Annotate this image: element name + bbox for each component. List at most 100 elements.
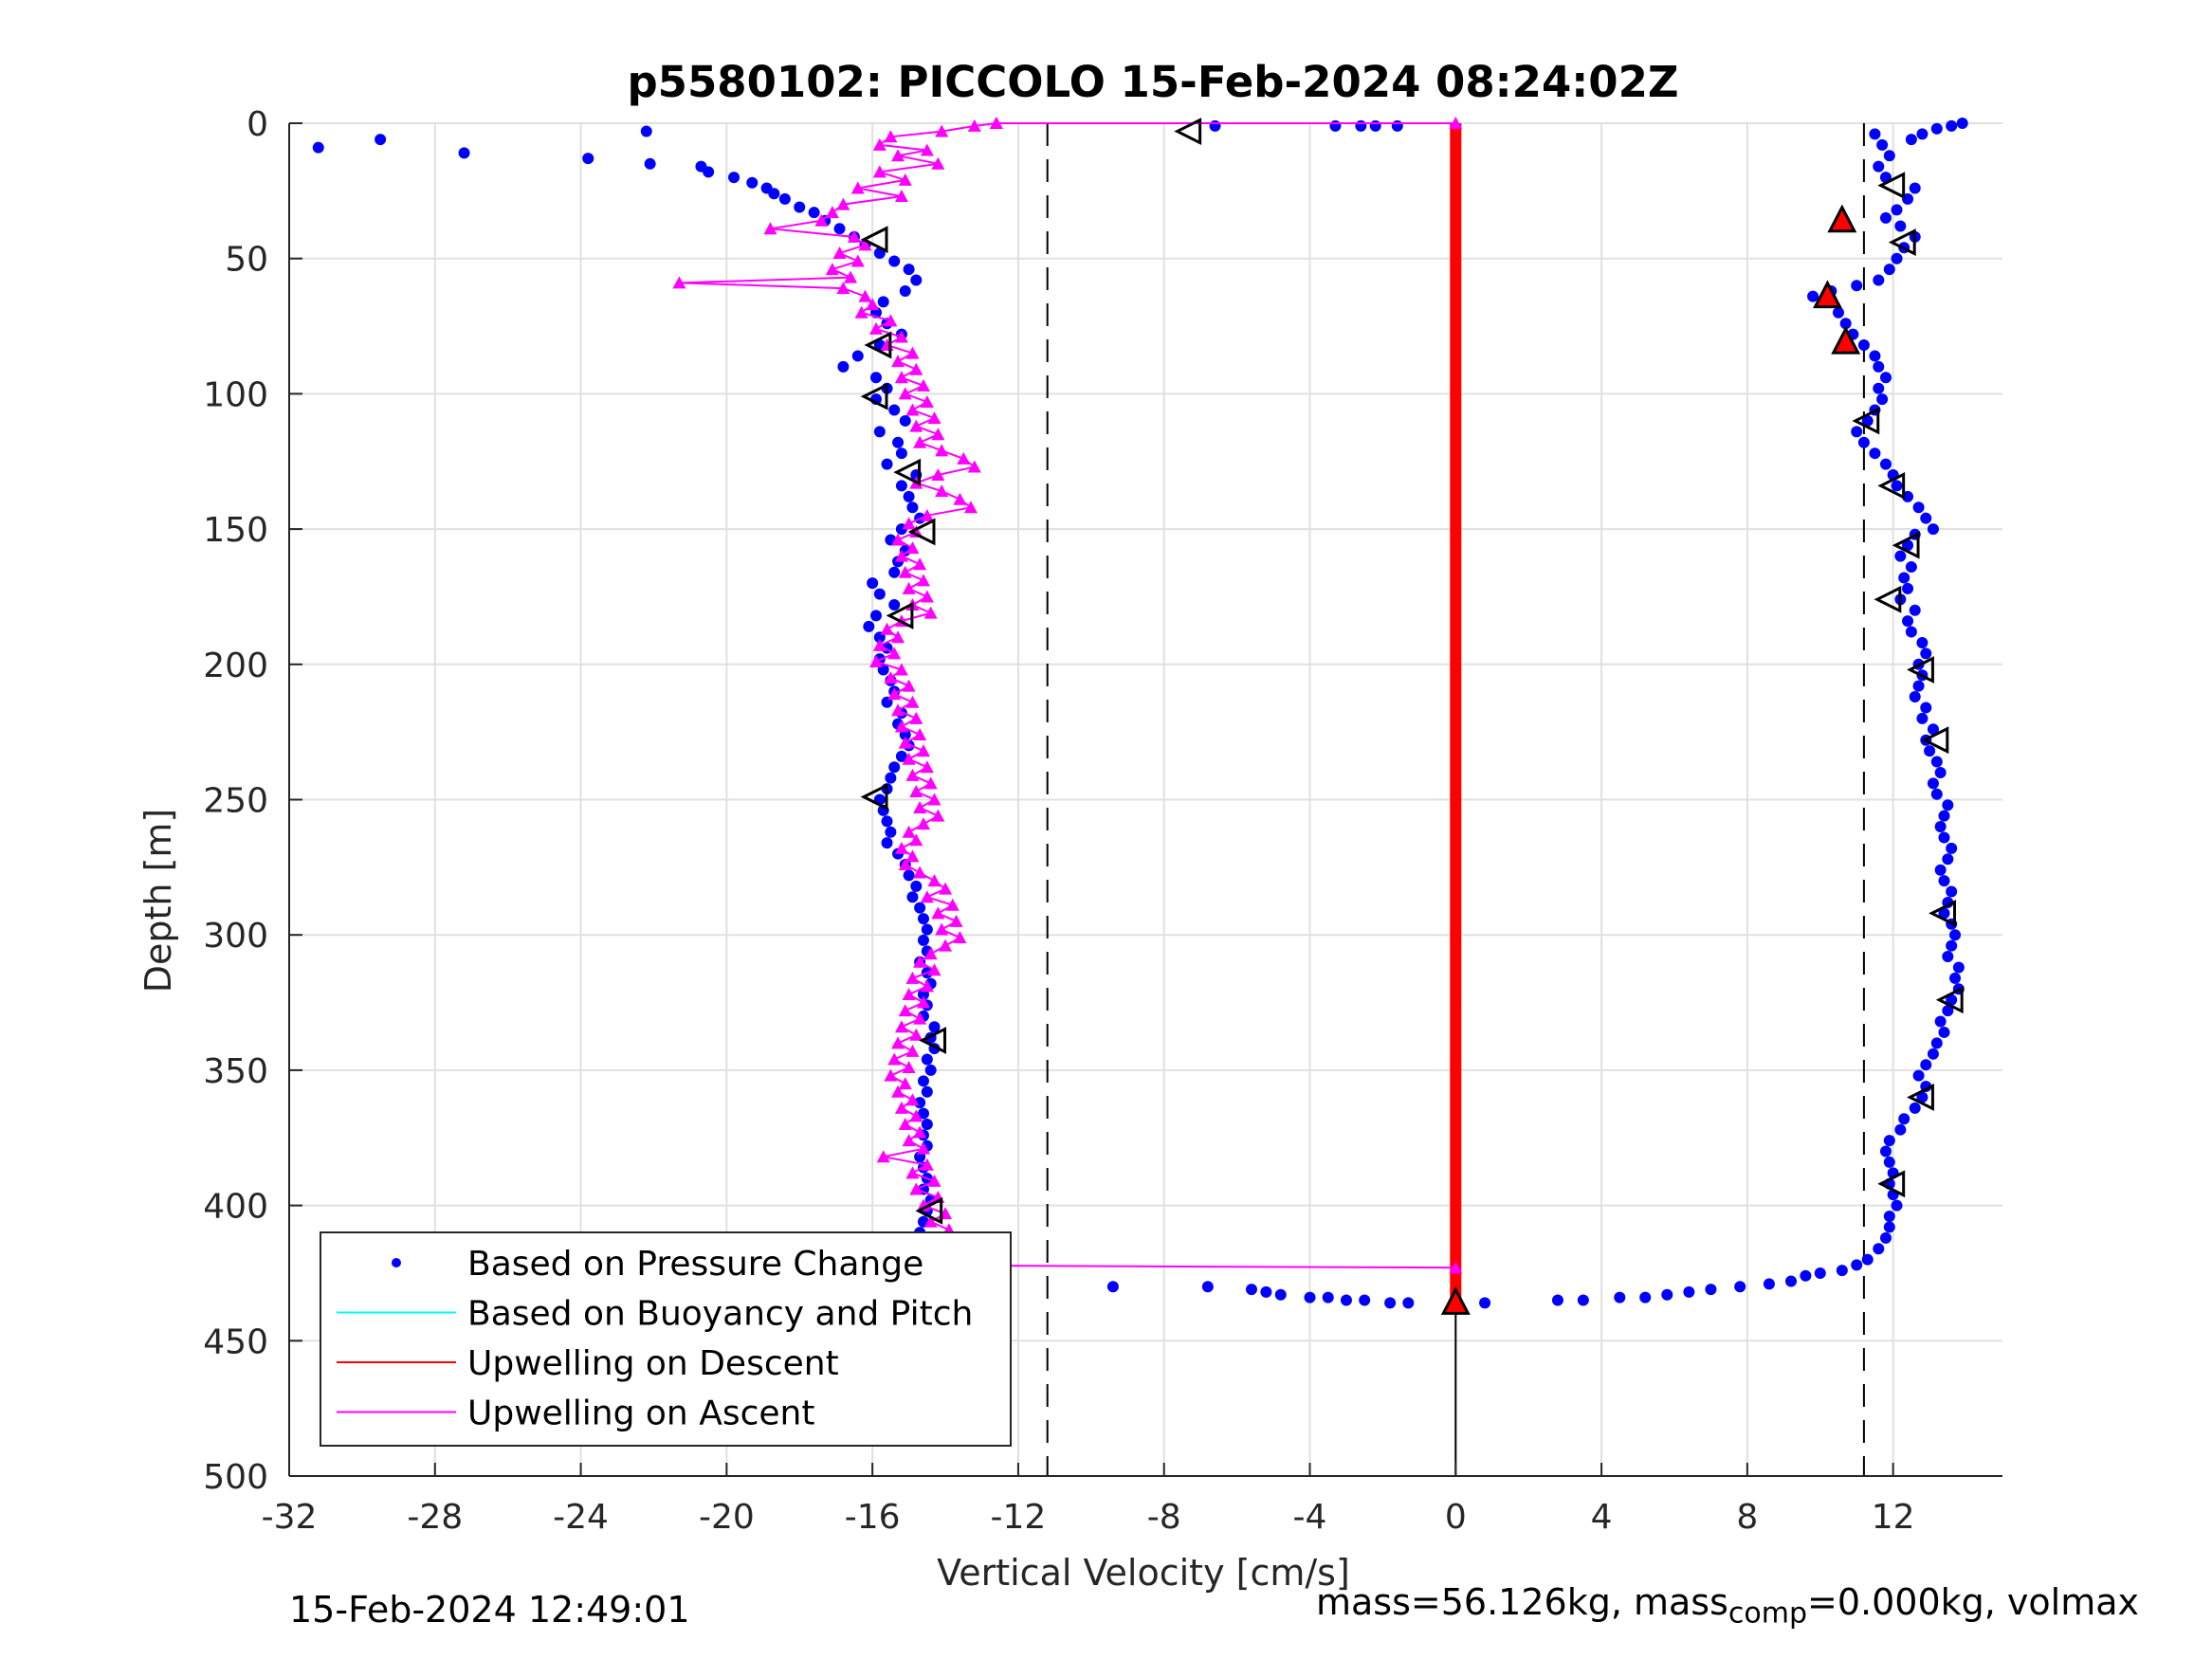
descent-marker bbox=[1450, 157, 1462, 169]
pressure-point bbox=[1912, 501, 1925, 514]
y-axis-label: Depth [m] bbox=[137, 809, 179, 994]
ascent-marker bbox=[913, 955, 927, 968]
descent-marker bbox=[1450, 428, 1462, 440]
pressure-point bbox=[903, 264, 915, 276]
red-triangle-marker bbox=[1827, 204, 1857, 233]
descent-marker bbox=[1450, 232, 1462, 244]
descent-marker bbox=[1450, 191, 1462, 203]
y-tick-label: 350 bbox=[203, 1052, 268, 1091]
ascent-marker bbox=[894, 1020, 908, 1033]
pressure-point bbox=[1869, 447, 1881, 460]
x-tick-label: -24 bbox=[553, 1498, 609, 1537]
descent-marker bbox=[1450, 1064, 1462, 1075]
open-triangle-marker bbox=[1888, 228, 1916, 257]
y-tick-label: 500 bbox=[203, 1458, 268, 1497]
pressure-point bbox=[1873, 274, 1885, 286]
legend-label: Based on Pressure Change bbox=[467, 1245, 923, 1284]
descent-marker bbox=[1450, 1145, 1462, 1157]
open-triangle-marker bbox=[1852, 407, 1880, 435]
descent-marker bbox=[1450, 476, 1462, 487]
descent-marker bbox=[1450, 550, 1462, 561]
descent-marker bbox=[1450, 699, 1462, 710]
x-tick-label: -4 bbox=[1293, 1498, 1327, 1537]
pressure-point bbox=[1869, 350, 1881, 362]
open-triangle-marker bbox=[919, 1027, 947, 1054]
legend-box bbox=[320, 1231, 1012, 1447]
descent-marker bbox=[1450, 726, 1462, 738]
descent-marker bbox=[1450, 1024, 1462, 1035]
pressure-point bbox=[1956, 118, 1968, 129]
ascent-marker bbox=[909, 711, 923, 724]
pressure-point bbox=[1916, 712, 1929, 724]
ascent-marker bbox=[920, 590, 934, 603]
footer-mass-subscript: comp bbox=[1728, 1596, 1808, 1631]
x-tick-label: 8 bbox=[1736, 1498, 1758, 1537]
pressure-point bbox=[895, 750, 907, 762]
descent-marker bbox=[1450, 712, 1462, 723]
descent-marker bbox=[1450, 1199, 1462, 1211]
pressure-point bbox=[1359, 1294, 1371, 1306]
red-triangle-marker bbox=[1440, 1286, 1471, 1315]
pressure-point bbox=[728, 172, 740, 184]
ascent-marker bbox=[898, 736, 912, 749]
ascent-marker bbox=[898, 387, 912, 400]
pressure-point bbox=[1245, 1284, 1257, 1296]
ascent-marker bbox=[927, 793, 941, 806]
pressure-point bbox=[1924, 745, 1936, 757]
descent-marker bbox=[1450, 381, 1462, 392]
ascent-marker bbox=[953, 492, 967, 505]
pressure-point bbox=[1927, 777, 1939, 790]
descent-marker bbox=[1450, 1132, 1462, 1143]
descent-marker bbox=[1450, 936, 1462, 947]
ascent-marker bbox=[967, 460, 981, 473]
pressure-point bbox=[1873, 1243, 1885, 1255]
descent-marker bbox=[1450, 651, 1462, 663]
pressure-point bbox=[873, 426, 886, 438]
ascent-marker bbox=[913, 1012, 927, 1025]
descent-marker bbox=[1450, 1037, 1462, 1048]
ascent-marker bbox=[905, 849, 920, 863]
open-triangle-marker bbox=[886, 602, 914, 629]
descent-marker bbox=[1450, 746, 1462, 757]
ascent-marker bbox=[898, 857, 912, 870]
pressure-point bbox=[1916, 636, 1929, 648]
ascent-marker bbox=[905, 346, 920, 359]
pressure-point bbox=[895, 447, 907, 460]
ascent-marker bbox=[891, 630, 905, 644]
ascent-marker bbox=[920, 890, 934, 903]
pressure-point bbox=[1785, 1275, 1798, 1287]
pressure-point bbox=[888, 599, 901, 611]
ascent-marker bbox=[898, 1004, 912, 1017]
descent-marker bbox=[1450, 1186, 1462, 1197]
ascent-marker bbox=[916, 1141, 930, 1155]
pressure-point bbox=[582, 153, 594, 165]
pressure-point bbox=[1898, 1113, 1910, 1125]
pressure-point bbox=[1614, 1291, 1626, 1304]
descent-marker bbox=[1450, 828, 1462, 839]
pressure-point bbox=[1836, 1265, 1848, 1277]
pressure-point bbox=[869, 610, 882, 622]
pressure-point bbox=[914, 902, 926, 914]
pressure-point bbox=[867, 577, 879, 590]
descent-marker bbox=[1450, 401, 1462, 412]
descent-marker bbox=[1450, 280, 1462, 291]
pressure-point bbox=[917, 1107, 929, 1120]
ascent-marker bbox=[894, 371, 908, 384]
descent-marker bbox=[1450, 265, 1462, 277]
ascent-marker bbox=[916, 995, 930, 1009]
chart-title: p5580102: PICCOLO 15-Feb-2024 08:24:02Z bbox=[627, 57, 1678, 107]
descent-marker bbox=[1450, 1003, 1462, 1014]
pressure-point bbox=[1916, 128, 1929, 140]
descent-marker bbox=[1450, 1044, 1462, 1055]
pressure-point bbox=[899, 414, 911, 427]
pressure-point bbox=[1912, 1069, 1925, 1082]
y-tick-label: 0 bbox=[247, 105, 268, 144]
descent-marker bbox=[1450, 469, 1462, 481]
descent-marker bbox=[1450, 1098, 1462, 1109]
ascent-marker bbox=[923, 776, 938, 790]
x-tick-label: -28 bbox=[407, 1498, 463, 1537]
descent-marker bbox=[1450, 1274, 1462, 1285]
descent-marker bbox=[1450, 144, 1462, 155]
ascent-marker bbox=[1449, 1261, 1463, 1274]
open-triangle-marker bbox=[1874, 585, 1902, 613]
